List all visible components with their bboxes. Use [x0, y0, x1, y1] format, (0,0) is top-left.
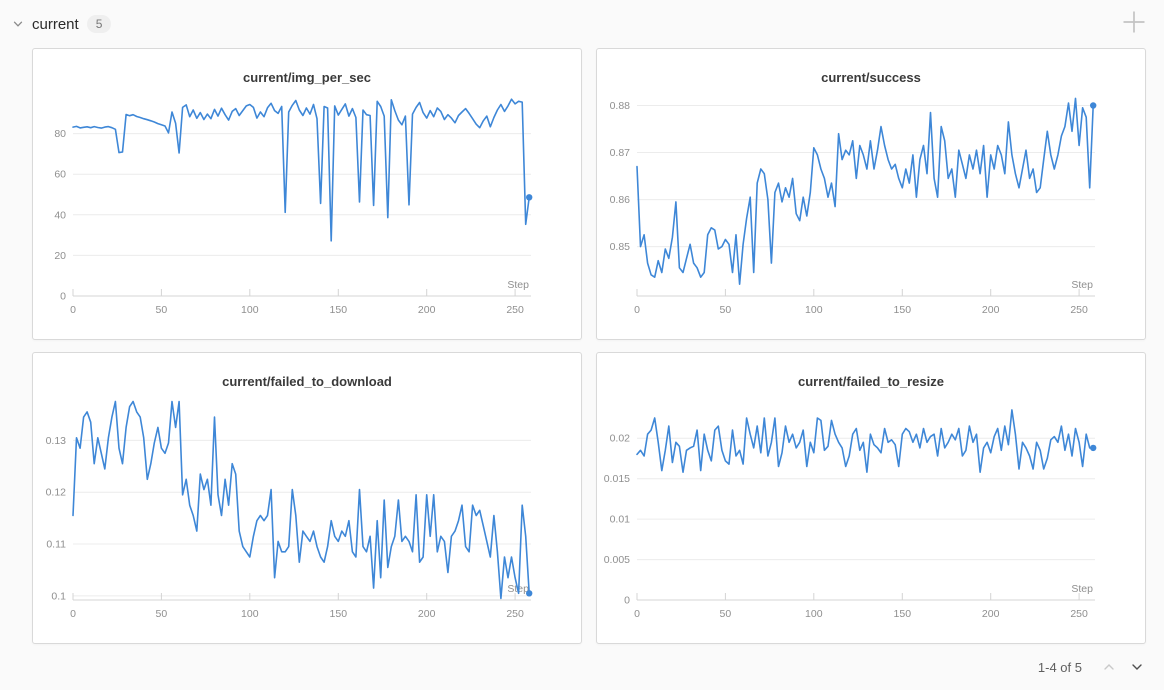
- svg-text:150: 150: [330, 304, 348, 316]
- pagination-label: 1-4 of 5: [1037, 659, 1082, 675]
- svg-text:20: 20: [54, 250, 66, 262]
- svg-text:0.85: 0.85: [610, 241, 631, 253]
- svg-text:0.13: 0.13: [46, 435, 67, 447]
- svg-text:80: 80: [54, 128, 66, 140]
- svg-text:0.12: 0.12: [46, 487, 67, 499]
- chevron-down-icon: [12, 18, 24, 30]
- svg-text:100: 100: [241, 608, 259, 620]
- svg-text:250: 250: [506, 608, 524, 620]
- svg-text:250: 250: [506, 304, 524, 316]
- pagination-prev-button[interactable]: [1100, 658, 1118, 676]
- panel-count-badge: 5: [86, 15, 112, 33]
- chevron-down-icon: [1130, 660, 1144, 674]
- svg-text:0.88: 0.88: [610, 100, 631, 112]
- section-header: current 5: [12, 10, 112, 38]
- svg-text:0: 0: [60, 291, 66, 303]
- svg-text:150: 150: [894, 608, 912, 620]
- svg-text:50: 50: [720, 608, 732, 620]
- svg-text:0.11: 0.11: [46, 539, 66, 551]
- svg-text:200: 200: [418, 608, 436, 620]
- chart-panel-failed-to-resize[interactable]: current/failed_to_resize 0 0.005 0.01 0.015…: [596, 352, 1146, 644]
- plus-icon: [1120, 8, 1148, 36]
- pagination-next-button[interactable]: [1128, 658, 1146, 676]
- svg-text:250: 250: [1070, 608, 1088, 620]
- section-collapse-toggle[interactable]: current 5: [12, 15, 112, 33]
- svg-text:Step: Step: [1071, 279, 1093, 291]
- pagination: 1-4 of 5: [1038, 652, 1146, 682]
- svg-text:200: 200: [418, 304, 436, 316]
- svg-text:250: 250: [1070, 304, 1088, 316]
- svg-text:0.86: 0.86: [610, 194, 631, 206]
- chart-panel-failed-to-download[interactable]: current/failed_to_download 0.1 0.11 0.12 0.…: [32, 352, 582, 644]
- svg-text:150: 150: [330, 608, 348, 620]
- section-title: current: [32, 15, 79, 33]
- svg-text:Step: Step: [1071, 583, 1093, 595]
- svg-text:50: 50: [156, 608, 168, 620]
- svg-text:0.02: 0.02: [610, 433, 631, 445]
- svg-text:0: 0: [70, 304, 76, 316]
- svg-text:40: 40: [54, 209, 66, 221]
- svg-text:0.005: 0.005: [604, 554, 630, 566]
- svg-text:100: 100: [241, 304, 259, 316]
- add-panel-button[interactable]: [1118, 6, 1150, 38]
- svg-text:200: 200: [982, 304, 1000, 316]
- svg-text:60: 60: [54, 169, 66, 181]
- svg-text:0.87: 0.87: [610, 147, 631, 159]
- svg-text:0: 0: [624, 595, 630, 607]
- svg-text:100: 100: [805, 608, 823, 620]
- svg-text:0.01: 0.01: [610, 514, 631, 526]
- chart-canvas: 0 0.005 0.01 0.015 0.02 0 50 100 150 200 250 Step: [604, 409, 1097, 620]
- svg-text:0: 0: [634, 608, 640, 620]
- chevron-up-icon: [1102, 660, 1116, 674]
- chart-panel-img-per-sec[interactable]: current/img_per_sec 0 20 40 60 80 0 50 100 150 20…: [32, 48, 582, 340]
- svg-text:50: 50: [720, 304, 732, 316]
- svg-text:150: 150: [894, 304, 912, 316]
- svg-text:0: 0: [634, 304, 640, 316]
- svg-text:0.1: 0.1: [51, 590, 66, 602]
- svg-text:0: 0: [70, 608, 76, 620]
- panel-grid: current/img_per_sec 0 20 40 60 80 0 50 100 150 20…: [32, 48, 1146, 644]
- chart-canvas: 0.85 0.86 0.87 0.88 0 50 100 150 200 250 Step: [610, 97, 1097, 316]
- svg-text:100: 100: [805, 304, 823, 316]
- chart-panel-success[interactable]: current/success 0.85 0.86 0.87 0.88 0 50 100 15…: [596, 48, 1146, 340]
- svg-text:200: 200: [982, 608, 1000, 620]
- svg-text:0.015: 0.015: [604, 473, 630, 485]
- chart-canvas: 0 20 40 60 80 0 50 100 150 200 250 Step: [54, 98, 533, 316]
- svg-text:50: 50: [156, 304, 168, 316]
- svg-text:Step: Step: [507, 279, 529, 291]
